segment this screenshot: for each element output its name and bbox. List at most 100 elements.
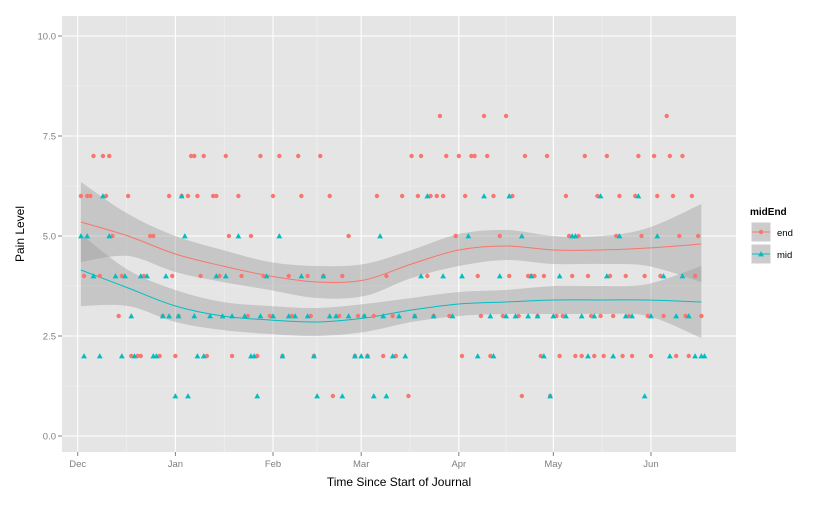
x-axis-title: Time Since Start of Journal <box>327 475 471 489</box>
data-point-end <box>248 233 254 239</box>
x-tick-label: May <box>544 459 562 470</box>
data-point-end <box>623 273 628 279</box>
data-point-end <box>151 233 156 239</box>
data-point-end <box>680 153 685 159</box>
legend-key-mid: mid <box>750 243 792 265</box>
data-point-end <box>462 193 468 199</box>
data-point-end <box>371 313 377 319</box>
data-point-end <box>318 153 323 159</box>
data-point-end <box>481 113 487 119</box>
data-point-end <box>601 353 606 359</box>
data-point-mid <box>194 353 201 359</box>
data-point-mid <box>131 353 138 359</box>
data-point-mid <box>603 273 610 279</box>
data-point-mid <box>534 313 541 319</box>
data-point-end <box>617 193 622 199</box>
data-point-end <box>692 273 698 279</box>
data-point-end <box>519 393 525 399</box>
data-point-mid <box>610 353 617 359</box>
data-point-mid <box>304 313 311 319</box>
data-point-mid <box>660 273 667 279</box>
data-point-mid <box>96 353 103 359</box>
data-point-mid <box>137 273 144 279</box>
data-point-mid <box>163 273 169 279</box>
data-point-end <box>147 233 153 239</box>
data-point-end <box>636 153 641 159</box>
data-point-mid <box>251 353 258 359</box>
data-point-end <box>125 193 131 199</box>
y-tick-label: 10.0 <box>38 32 57 43</box>
data-point-mid <box>685 313 692 319</box>
data-point-mid <box>90 273 97 279</box>
data-point-mid <box>222 273 229 279</box>
data-point-mid <box>540 353 547 359</box>
data-point-end <box>270 193 276 199</box>
data-point-mid <box>326 313 333 319</box>
data-point-mid <box>383 393 390 399</box>
x-tick-label: Jun <box>643 459 658 470</box>
legend-label-end: end <box>777 228 793 239</box>
data-point-mid <box>320 273 327 279</box>
data-point-end <box>226 233 232 239</box>
data-point-end <box>97 273 102 279</box>
data-point-mid <box>263 273 270 279</box>
data-point-end <box>491 193 496 199</box>
data-point-mid <box>525 313 532 319</box>
data-point-end <box>541 273 547 279</box>
y-tick-label: 7.5 <box>43 132 56 143</box>
data-point-mid <box>100 193 106 199</box>
data-point-mid <box>112 273 119 279</box>
data-point-mid <box>528 273 535 279</box>
data-point-mid <box>496 273 503 279</box>
data-point-mid <box>506 193 513 199</box>
data-point-end <box>453 233 458 239</box>
data-point-end <box>346 233 351 239</box>
data-point-mid <box>84 233 91 239</box>
data-point-end <box>296 153 301 159</box>
data-point-end <box>286 273 291 279</box>
data-point-mid <box>679 273 686 279</box>
data-point-end <box>689 193 695 199</box>
data-point-mid <box>459 273 465 279</box>
data-point-mid <box>556 273 563 279</box>
data-point-mid <box>118 353 125 359</box>
data-point-mid <box>352 353 358 359</box>
data-point-end <box>620 353 625 359</box>
data-point-mid <box>257 313 264 319</box>
data-point-mid <box>692 353 698 359</box>
data-point-end <box>116 313 121 319</box>
data-point-end <box>340 273 345 279</box>
data-point-end <box>355 313 361 319</box>
legend-keys: end mid <box>750 221 793 265</box>
data-point-mid <box>333 313 339 319</box>
data-point-mid <box>474 353 481 359</box>
y-axis: 0.0 2.5 5.0 7.5 10.0 <box>38 32 62 443</box>
data-point-end <box>214 193 219 199</box>
data-point-mid <box>270 313 276 319</box>
data-point-mid <box>629 313 635 319</box>
data-point-end <box>406 393 411 399</box>
data-point-mid <box>490 353 497 359</box>
data-point-end <box>497 233 502 239</box>
data-point-mid <box>128 313 135 319</box>
data-point-mid <box>449 313 456 319</box>
legend-title: midEnd <box>750 207 787 218</box>
data-point-mid <box>503 313 509 319</box>
data-point-mid <box>175 313 182 319</box>
data-point-mid <box>518 233 525 239</box>
data-point-mid <box>370 393 377 399</box>
data-point-end <box>229 353 235 359</box>
data-point-end <box>699 313 704 319</box>
data-point-mid <box>402 353 409 359</box>
data-point-mid <box>153 353 160 359</box>
y-axis-title: Pain Level <box>13 206 27 262</box>
y-tick-label: 0.0 <box>43 432 56 443</box>
data-point-end <box>610 313 616 319</box>
legend-label-mid: mid <box>777 250 792 261</box>
data-point-end <box>472 153 477 159</box>
data-point-mid <box>181 233 188 239</box>
data-point-end <box>573 353 578 359</box>
data-point-end <box>195 193 200 199</box>
data-point-end <box>100 153 106 159</box>
data-point-mid <box>481 193 487 199</box>
